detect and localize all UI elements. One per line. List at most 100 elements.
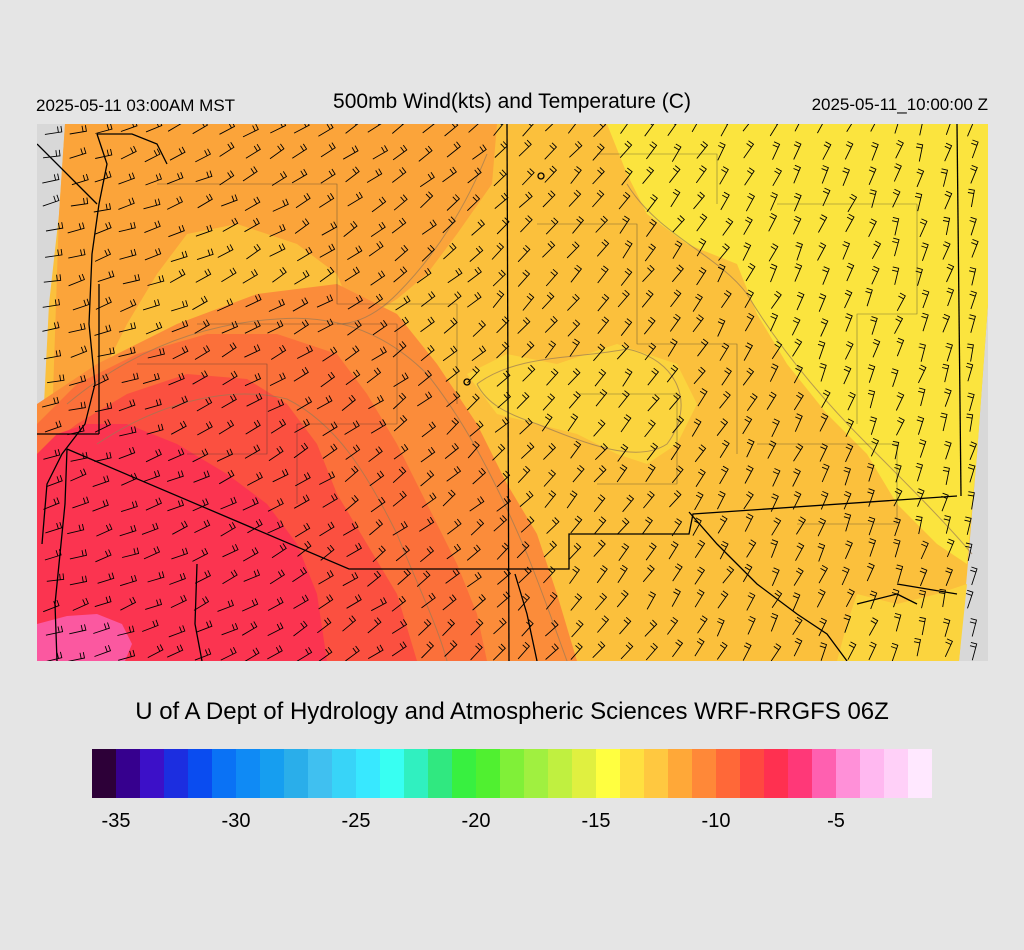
wind-barb: [868, 617, 879, 636]
wind-barb: [267, 498, 284, 512]
wind-barb: [242, 497, 259, 511]
wind-barb: [42, 194, 60, 207]
wind-barb: [42, 321, 60, 332]
wind-barb: [622, 494, 635, 513]
wind-barb: [242, 269, 259, 284]
wind-barb: [419, 516, 435, 532]
wind-barb: [516, 391, 530, 409]
wind-barb: [668, 541, 679, 560]
wind-barb: [967, 188, 975, 208]
wind-barb: [47, 374, 65, 384]
wind-barb: [870, 316, 878, 335]
wind-barb: [470, 618, 484, 636]
wind-barb: [768, 213, 778, 232]
wind-barb: [369, 470, 385, 487]
wind-barb: [965, 362, 974, 382]
wind-barb: [571, 619, 584, 638]
wind-barb: [221, 320, 239, 334]
wind-barb: [544, 490, 557, 508]
wind-barb: [496, 316, 510, 334]
wind-barb: [769, 124, 779, 137]
colorbar-swatch: [860, 749, 884, 798]
wind-barb: [491, 242, 505, 260]
wind-barb: [622, 368, 633, 387]
wind-barb: [770, 290, 782, 309]
wind-barb: [517, 465, 531, 484]
wind-barb: [146, 423, 164, 435]
wind-barb: [793, 637, 803, 657]
wind-barb: [945, 124, 951, 135]
wind-barb: [646, 218, 657, 237]
wind-barb: [672, 415, 685, 434]
colorbar-swatch: [692, 749, 716, 798]
wind-barb: [391, 619, 408, 634]
wind-barb: [167, 499, 185, 512]
wind-barb: [220, 522, 236, 537]
wind-barb: [468, 124, 479, 133]
wind-barb: [865, 287, 873, 307]
wind-barb: [218, 469, 235, 485]
wind-barb: [320, 544, 335, 561]
wind-barb: [269, 243, 286, 257]
wind-barb: [317, 318, 334, 333]
wind-barb: [771, 589, 783, 609]
wind-barb: [770, 539, 779, 558]
wind-barb: [570, 440, 582, 459]
wind-barb: [770, 493, 779, 512]
wind-barb: [296, 345, 314, 359]
credit-line: U of A Dept of Hydrology and Atmospheric…: [135, 698, 889, 725]
county-line: [597, 153, 718, 204]
wind-barb: [41, 396, 60, 408]
wind-barb: [717, 263, 726, 283]
wind-barb: [195, 224, 213, 237]
wind-barb: [569, 140, 583, 158]
wind-barb: [917, 488, 925, 507]
wind-barb: [118, 649, 136, 661]
county-line: [197, 323, 398, 504]
wind-barb: [297, 540, 312, 557]
wind-barb: [719, 390, 731, 409]
wind-barb: [915, 515, 923, 535]
wind-barb: [168, 625, 186, 638]
wind-barb: [496, 217, 510, 235]
wind-barb: [318, 124, 334, 137]
wind-barb: [222, 217, 239, 232]
wind-barb: [346, 542, 363, 557]
wind-barb: [194, 570, 211, 584]
wind-barb: [320, 371, 336, 388]
wind-barb: [895, 564, 904, 584]
wind-barb: [567, 319, 581, 337]
wind-barb: [746, 393, 758, 412]
wind-barb: [891, 368, 899, 387]
wind-barb: [44, 125, 63, 135]
wind-barb: [791, 316, 801, 336]
wind-barb: [321, 221, 338, 236]
wind-barb: [772, 167, 783, 187]
wind-barb: [619, 616, 632, 635]
wind-barb: [316, 395, 333, 410]
wind-barb: [592, 641, 606, 659]
valid-time-label: 2025-05-11_10:00:00 Z: [811, 95, 988, 114]
wind-barb: [392, 124, 405, 134]
wind-barb: [672, 240, 683, 259]
wind-barb: [641, 516, 653, 535]
wind-barb: [520, 215, 533, 233]
wind-barb: [746, 539, 757, 558]
wind-barb: [793, 164, 801, 184]
wind-barb: [69, 125, 87, 135]
wind-barb: [819, 362, 827, 382]
wind-barb: [842, 241, 851, 260]
wind-barb: [272, 267, 287, 283]
wind-barb: [743, 342, 754, 361]
wind-barb: [518, 566, 532, 584]
wind-barb: [938, 588, 946, 608]
wind-barb: [145, 497, 162, 511]
wind-barb: [467, 572, 482, 588]
wind-barb: [342, 615, 357, 632]
wind-barb: [95, 296, 112, 310]
wind-barb: [517, 269, 531, 287]
wind-barb: [694, 566, 706, 585]
border-mexico: [896, 583, 958, 595]
wind-barb: [344, 495, 359, 512]
wind-barb: [643, 316, 656, 335]
